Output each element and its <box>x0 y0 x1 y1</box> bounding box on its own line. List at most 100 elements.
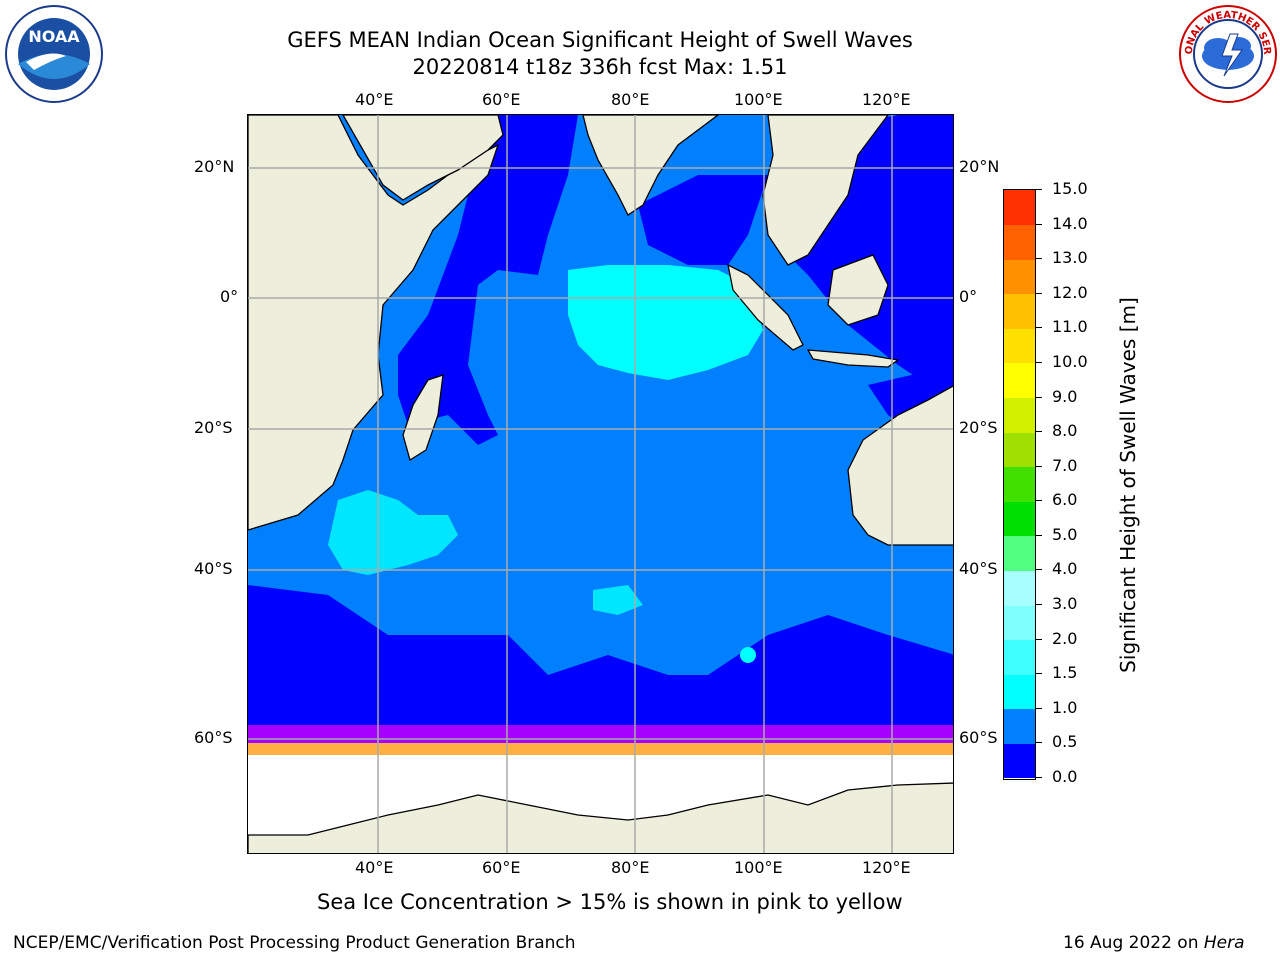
lat-label-right: 40°S <box>959 559 998 578</box>
noaa-logo-text: NOAA <box>28 27 80 46</box>
colorbar-tick-label: 1.5 <box>1052 663 1078 683</box>
equatorial-cyan-patch <box>568 265 763 380</box>
colorbar-tick-label: 14.0 <box>1052 213 1088 233</box>
chart-title-line2: 20220814 t18z 336h fcst Max: 1.51 <box>412 55 788 79</box>
colorbar-tick-mark <box>1036 189 1042 190</box>
footer-branch: NCEP/EMC/Verification Post Processing Pr… <box>13 933 576 953</box>
colorbar-segment <box>1004 362 1035 399</box>
australia-land <box>847 385 953 546</box>
colorbar-tick-mark <box>1036 327 1042 329</box>
sea-ice-note: Sea Ice Concentration > 15% is shown in … <box>317 890 903 914</box>
colorbar-tick-mark <box>1036 707 1042 709</box>
colorbar-segment <box>1004 743 1035 779</box>
lat-label-right: 20°S <box>959 418 998 437</box>
colorbar-tick-label: 3.0 <box>1052 594 1078 614</box>
colorbar-segment <box>1004 293 1035 329</box>
colorbar-tick-label: 4.0 <box>1052 559 1078 579</box>
lat-label-left: 20°S <box>194 418 233 437</box>
lon-label-bottom: 100°E <box>734 858 783 877</box>
colorbar-tick-label: 10.0 <box>1052 351 1088 371</box>
colorbar-tick-label: 1.0 <box>1052 697 1078 717</box>
colorbar-tick-label: 5.0 <box>1052 524 1078 544</box>
indochina-land <box>762 115 889 266</box>
colorbar <box>1003 189 1036 780</box>
colorbar-tick-label: 13.0 <box>1052 248 1088 268</box>
colorbar-tick-mark <box>1036 742 1042 744</box>
borneo-land <box>827 254 889 326</box>
nws-logo: NATIONAL WEATHER SERVICE <box>1178 4 1277 103</box>
colorbar-segment <box>1004 397 1035 433</box>
colorbar-tick-mark <box>1036 361 1042 363</box>
footer-date: 16 Aug 2022 on Hera <box>1063 933 1245 953</box>
colorbar-tick-label: 0.0 <box>1052 767 1078 786</box>
colorbar-tick-mark <box>1036 673 1042 675</box>
mid-swell-regions <box>328 265 763 663</box>
lat-label-left: 20°N <box>194 157 235 176</box>
colorbar-tick-label: 7.0 <box>1052 455 1078 475</box>
map-canvas <box>248 115 953 853</box>
colorbar-tick-mark <box>1036 223 1042 225</box>
colorbar-segment <box>1004 639 1035 675</box>
colorbar-tick-label: 8.0 <box>1052 421 1078 441</box>
lat-label-right: 20°N <box>959 157 1000 176</box>
colorbar-tick-mark <box>1036 465 1042 467</box>
lon-label-top: 80°E <box>611 90 650 109</box>
noaa-logo: NOAA <box>5 5 103 103</box>
colorbar-segment <box>1004 466 1035 502</box>
colorbar-segment <box>1004 224 1035 260</box>
antarctica-land <box>248 782 953 853</box>
colorbar-segment <box>1004 570 1035 606</box>
colorbar-tick-mark <box>1036 258 1042 260</box>
footer-date-text: 16 Aug 2022 on <box>1063 933 1204 953</box>
colorbar-segment <box>1004 605 1035 641</box>
madagascar-land <box>402 374 444 462</box>
colorbar-tick-label: 2.0 <box>1052 628 1078 648</box>
colorbar-tick-mark <box>1036 500 1042 502</box>
colorbar-tick-mark <box>1036 396 1042 398</box>
colorbar-segment <box>1004 259 1035 295</box>
south-west-cyan-patch <box>328 490 458 575</box>
lat-label-left: 40°S <box>194 559 233 578</box>
lat-label-left: 60°S <box>194 728 233 747</box>
colorbar-tick-label: 15.0 <box>1052 179 1088 198</box>
land-masses <box>248 115 953 853</box>
lon-label-bottom: 40°E <box>355 858 394 877</box>
colorbar-tick-mark <box>1036 292 1042 294</box>
lon-label-bottom: 80°E <box>611 858 650 877</box>
colorbar-segment <box>1004 190 1035 226</box>
colorbar-tick-label: 11.0 <box>1052 317 1088 337</box>
sea-ice-fringe <box>248 725 953 757</box>
footer-host: Hera <box>1203 933 1245 953</box>
lat-label-right: 0° <box>959 287 978 306</box>
africa-land <box>248 115 500 531</box>
colorbar-segment <box>1004 432 1035 468</box>
java-land <box>806 349 900 368</box>
colorbar-segment <box>1004 535 1035 571</box>
lat-label-left: 0° <box>220 287 239 306</box>
lon-label-bottom: 120°E <box>862 858 911 877</box>
colorbar-segment <box>1004 328 1035 364</box>
lon-label-top: 100°E <box>734 90 783 109</box>
lat-label-right: 60°S <box>959 728 998 747</box>
colorbar-tick-mark <box>1036 431 1042 433</box>
colorbar-tick-label: 6.0 <box>1052 490 1078 510</box>
lon-label-bottom: 60°E <box>482 858 521 877</box>
colorbar-segment <box>1004 674 1035 710</box>
sumatra-land <box>727 263 804 351</box>
colorbar-segment <box>1004 708 1035 744</box>
colorbar-tick-mark <box>1036 638 1042 640</box>
colorbar-tick-mark <box>1036 604 1042 606</box>
colorbar-tick-label: 9.0 <box>1052 386 1078 406</box>
lon-label-top: 60°E <box>482 90 521 109</box>
lon-label-top: 120°E <box>862 90 911 109</box>
colorbar-tick-mark <box>1036 534 1042 536</box>
colorbar-tick-label: 0.5 <box>1052 732 1078 752</box>
swell-height-map <box>247 114 954 854</box>
map-gridlines <box>248 115 953 853</box>
chart-title-line1: GEFS MEAN Indian Ocean Significant Heigh… <box>287 28 913 52</box>
colorbar-label: Significant Height of Swell Waves [m] <box>1116 297 1140 673</box>
colorbar-segment <box>1004 501 1035 537</box>
colorbar-tick-mark <box>1036 569 1042 571</box>
lon-label-top: 40°E <box>355 90 394 109</box>
colorbar-tick-mark <box>1036 777 1042 778</box>
